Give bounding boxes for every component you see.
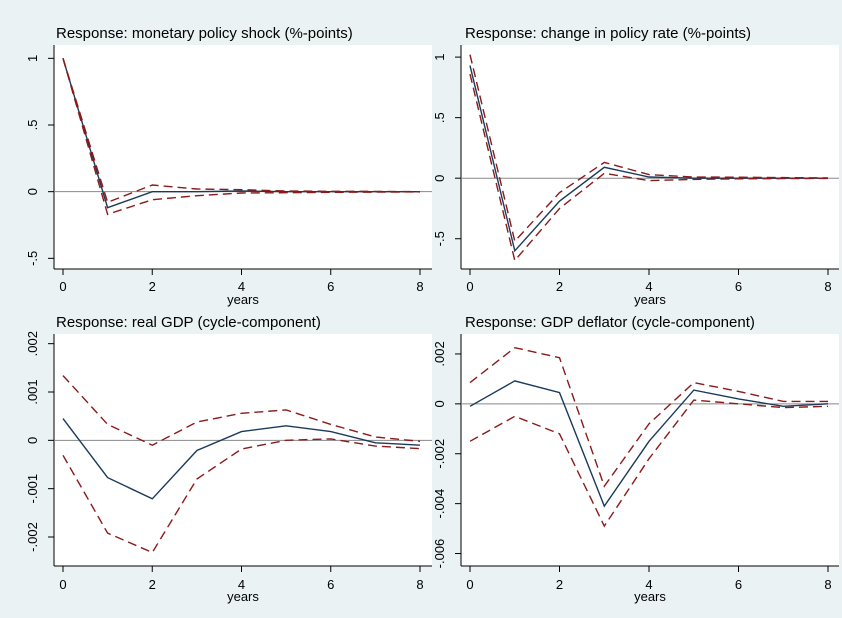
x-axis-title: years [634, 589, 666, 604]
x-tick-label: 6 [735, 279, 742, 294]
series-line-upper [62, 375, 421, 446]
x-tick-label: 8 [824, 279, 831, 294]
x-tick-label: 4 [238, 577, 245, 592]
x-axis-title: years [634, 292, 666, 307]
y-tick-label: -.001 [25, 474, 40, 504]
y-tick-label: 0 [25, 188, 40, 195]
y-tick-label: .002 [25, 331, 40, 356]
x-tick-label: 4 [645, 577, 652, 592]
chart-title: Response: monetary policy shock (%-point… [56, 25, 353, 42]
x-tick-label: 8 [416, 279, 423, 294]
plot-area [461, 45, 839, 269]
chart-panel-real-gdp: Response: real GDP (cycle-component) -.0… [25, 314, 432, 604]
y-tick-label: 1 [432, 53, 447, 60]
y-tick-label: .5 [432, 112, 447, 123]
y-tick-label: .5 [25, 120, 40, 131]
series-line-lower [469, 73, 829, 262]
x-tick-label: 8 [824, 577, 831, 592]
series-line-upper [469, 346, 828, 488]
y-tick-label: -.002 [25, 522, 40, 552]
x-tick-label: 6 [735, 577, 742, 592]
series-line-upper [62, 58, 421, 204]
y-tick-label: .001 [25, 379, 40, 404]
chart-title: Response: GDP deflator (cycle-component) [465, 314, 755, 331]
x-axis-title: years [227, 589, 259, 604]
y-tick-label: 0 [432, 400, 447, 407]
series-line-lower [469, 399, 829, 528]
x-axis-title: years [227, 292, 259, 307]
y-tick-label: -.004 [432, 489, 447, 519]
chart-panel-change-in-policy-rate: Response: change in policy rate (%-point… [432, 25, 839, 307]
x-tick-label: 0 [466, 279, 473, 294]
x-tick-label: 2 [556, 279, 563, 294]
chart-title: Response: real GDP (cycle-component) [56, 314, 321, 331]
x-tick-label: 0 [466, 577, 473, 592]
x-tick-label: 2 [149, 279, 156, 294]
x-tick-label: 2 [556, 577, 563, 592]
series-line-lower [62, 58, 421, 216]
series-line-upper [469, 54, 829, 243]
plot-area [54, 45, 432, 269]
y-tick-label: 1 [25, 55, 40, 62]
x-tick-label: 0 [59, 279, 66, 294]
plot-area [461, 334, 839, 566]
chart-panel-monetary-policy-shock: Response: monetary policy shock (%-point… [25, 25, 432, 307]
chart-panel-gdp-deflator: Response: GDP deflator (cycle-component)… [432, 314, 839, 604]
y-tick-label: -.002 [432, 439, 447, 469]
x-tick-label: 4 [645, 279, 652, 294]
chart-title: Response: change in policy rate (%-point… [465, 25, 751, 42]
series-line-irf [469, 380, 829, 508]
y-tick-label: -.5 [432, 231, 447, 246]
x-tick-label: 4 [238, 279, 245, 294]
series-line-lower [62, 438, 421, 554]
x-tick-label: 0 [59, 577, 66, 592]
x-tick-label: 8 [416, 577, 423, 592]
y-tick-label: 0 [432, 175, 447, 182]
y-tick-label: 0 [25, 437, 40, 444]
series-line-irf [62, 418, 421, 500]
plot-area [54, 334, 432, 566]
x-tick-label: 6 [327, 279, 334, 294]
y-tick-label: -.5 [25, 251, 40, 266]
y-tick-label: -.006 [432, 539, 447, 569]
x-tick-label: 2 [149, 577, 156, 592]
y-tick-label: .002 [432, 341, 447, 366]
x-tick-label: 6 [327, 577, 334, 592]
